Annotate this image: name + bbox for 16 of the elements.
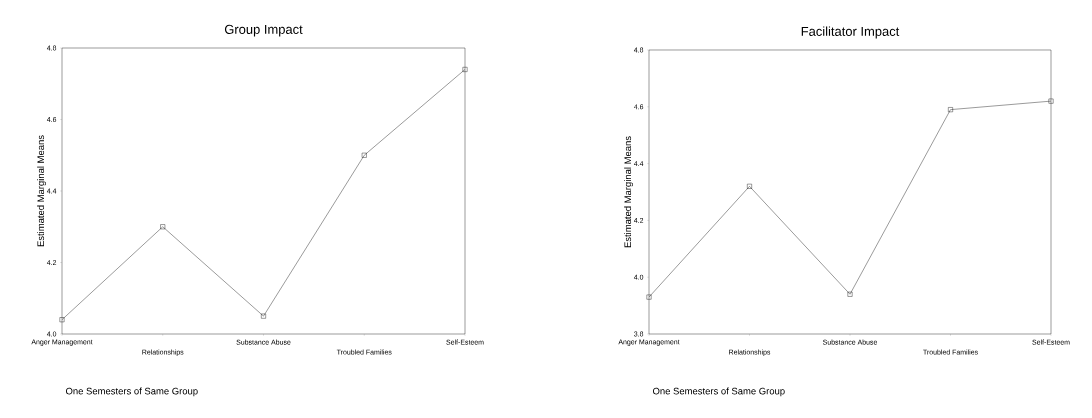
point [261, 313, 266, 319]
point [747, 183, 752, 189]
y-axis-title: Estimated Marginal Means [624, 136, 633, 248]
point [847, 291, 853, 297]
point [361, 152, 367, 158]
chart-title: Group Impact [224, 24, 303, 37]
point [59, 317, 65, 323]
point [646, 294, 652, 300]
x-axis-title: One Semesters of Same Group [652, 387, 785, 397]
point [948, 107, 953, 113]
y-axis-title: Estimated Marginal Means [37, 135, 46, 247]
x-axis-title: One Semesters of Same Group [65, 387, 198, 397]
point [160, 224, 166, 230]
point [462, 67, 468, 72]
point [1048, 98, 1054, 104]
chart-title: Facilitator Impact [801, 26, 900, 39]
